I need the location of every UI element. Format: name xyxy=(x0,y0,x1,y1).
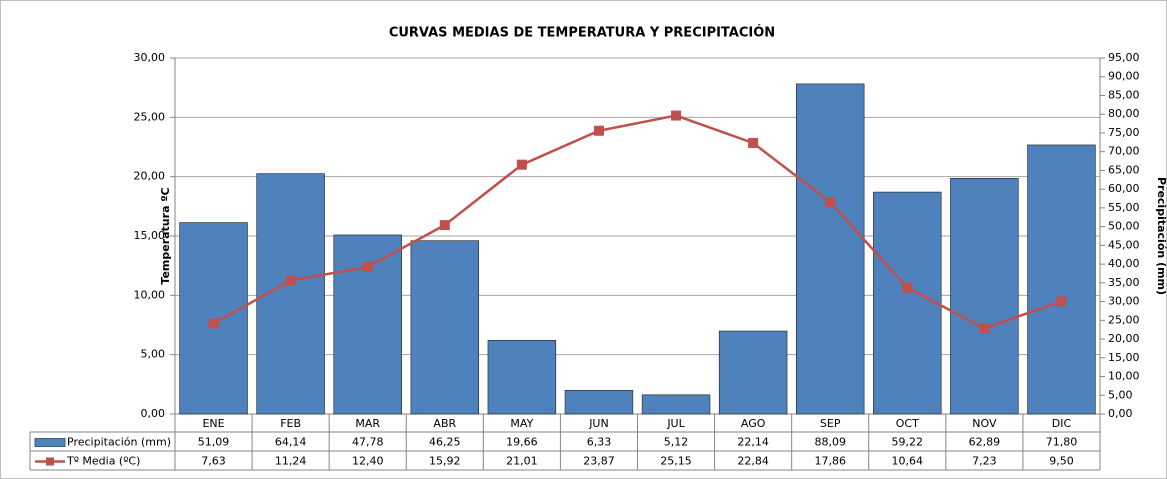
marker xyxy=(285,275,296,286)
y2-tick-label: 70,00 xyxy=(1108,145,1140,158)
x-tick-label: JUN xyxy=(588,417,609,430)
marker xyxy=(208,318,219,329)
table-value: 64,14 xyxy=(275,436,307,449)
y2-tick-label: 85,00 xyxy=(1108,88,1140,101)
table-value: 23,87 xyxy=(583,455,615,468)
y2-tick-label: 50,00 xyxy=(1108,220,1140,233)
bar xyxy=(487,340,557,415)
bar xyxy=(795,83,865,415)
y-tick-label: 5,00 xyxy=(141,348,166,361)
table-value: 11,24 xyxy=(275,455,307,468)
table-value: 12,40 xyxy=(352,455,384,468)
table-value: 7,63 xyxy=(201,455,226,468)
y2-axis-title: Precipitación (mm) xyxy=(1155,177,1167,295)
table-value: 51,09 xyxy=(198,436,230,449)
y-tick-label: 0,00 xyxy=(141,407,166,420)
bar xyxy=(950,178,1019,415)
marker xyxy=(593,125,604,136)
y2-tick-label: 20,00 xyxy=(1108,332,1140,345)
y2-tick-label: 10,00 xyxy=(1108,370,1140,383)
table-value: 22,14 xyxy=(737,436,769,449)
marker xyxy=(1056,296,1067,307)
y-tick-label: 15,00 xyxy=(134,229,166,242)
bar xyxy=(641,394,711,415)
y2-tick-label: 25,00 xyxy=(1108,313,1140,326)
table-value: 6,33 xyxy=(587,436,612,449)
table-value: 25,15 xyxy=(660,455,692,468)
y-axis-title: Temperatura ºC xyxy=(159,187,172,284)
table-value: 46,25 xyxy=(429,436,461,449)
y2-tick-label: 45,00 xyxy=(1108,238,1140,251)
y2-tick-label: 65,00 xyxy=(1108,163,1140,176)
legend-label: Precipitación (mm) xyxy=(67,436,171,449)
y2-tick-label: 15,00 xyxy=(1108,351,1140,364)
marker xyxy=(825,197,836,208)
line xyxy=(212,114,1062,330)
table-value: 88,09 xyxy=(814,436,846,449)
table-value: 15,92 xyxy=(429,455,461,468)
legend-key xyxy=(34,438,66,447)
x-tick-label: FEB xyxy=(280,417,301,430)
x-tick-label: NOV xyxy=(972,417,997,430)
marker xyxy=(979,323,990,334)
x-tick-label: OCT xyxy=(896,417,919,430)
table-value: 7,23 xyxy=(972,455,997,468)
table-value: 17,86 xyxy=(814,455,846,468)
table-value: 9,50 xyxy=(1049,455,1074,468)
y2-tick-label: 30,00 xyxy=(1108,295,1140,308)
table-value: 59,22 xyxy=(892,436,924,449)
bar xyxy=(333,234,402,415)
table-value: 47,78 xyxy=(352,436,384,449)
x-tick-label: SEP xyxy=(820,417,841,430)
marker xyxy=(748,137,759,148)
y2-tick-label: 90,00 xyxy=(1108,70,1140,83)
x-tick-label: JUL xyxy=(666,417,685,430)
bar xyxy=(718,330,788,415)
x-tick-label: MAR xyxy=(355,417,380,430)
y2-tick-label: 80,00 xyxy=(1108,107,1140,120)
y2-tick-label: 60,00 xyxy=(1108,182,1140,195)
marker xyxy=(362,261,373,272)
bar xyxy=(179,222,248,415)
chart-title: CURVAS MEDIAS DE TEMPERATURA Y PRECIPITA… xyxy=(389,25,775,41)
table-value: 62,89 xyxy=(969,436,1001,449)
marker xyxy=(902,282,913,293)
table-value: 5,12 xyxy=(664,436,689,449)
y-tick-label: 10,00 xyxy=(134,288,166,301)
table-value: 71,80 xyxy=(1046,436,1078,449)
y2-tick-label: 35,00 xyxy=(1108,276,1140,289)
x-tick-label: AGO xyxy=(741,417,766,430)
marker xyxy=(671,110,682,121)
bar xyxy=(410,240,480,415)
y2-tick-label: 0,00 xyxy=(1108,407,1133,420)
bar xyxy=(873,191,942,415)
marker xyxy=(516,159,527,170)
x-tick-label: DIC xyxy=(1052,417,1072,430)
y2-tick-label: 55,00 xyxy=(1108,201,1140,214)
x-tick-label: ABR xyxy=(433,417,456,430)
y-tick-label: 25,00 xyxy=(134,110,166,123)
table-value: 19,66 xyxy=(506,436,538,449)
y2-tick-label: 75,00 xyxy=(1108,126,1140,139)
y2-tick-label: 5,00 xyxy=(1108,388,1133,401)
legend-label: Tº Media (ºC) xyxy=(66,455,140,468)
bar xyxy=(1027,144,1096,415)
y-tick-label: 30,00 xyxy=(134,51,166,64)
table-value: 10,64 xyxy=(892,455,924,468)
table-value: 22,84 xyxy=(737,455,769,468)
y2-tick-label: 40,00 xyxy=(1108,257,1140,270)
legend-key xyxy=(46,457,54,466)
x-tick-label: ENE xyxy=(202,417,224,430)
bar xyxy=(564,389,634,415)
marker xyxy=(439,220,450,231)
y2-tick-label: 95,00 xyxy=(1108,51,1140,64)
table-value: 21,01 xyxy=(506,455,538,468)
y-tick-label: 20,00 xyxy=(134,170,166,183)
x-tick-label: MAY xyxy=(510,417,533,430)
